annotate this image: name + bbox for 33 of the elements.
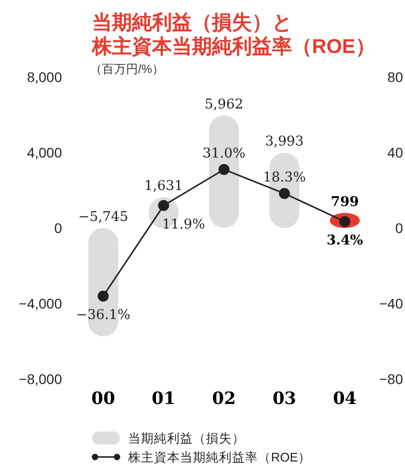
y-tick-label: −8,000 [18,370,62,387]
y2-tick-label: −40 [379,295,404,312]
y2-tick-label: −80 [379,370,404,387]
y-tick-label: 0 [54,220,62,236]
x-tick-label: 02 [212,389,236,409]
chart-subtitle: （百万円/%） [90,62,164,76]
chart-title: 当期純利益（損失）と株主資本当期純利益率（ROE） [91,11,376,58]
legend-label: 株主資本当期純利益率（ROE） [127,449,312,464]
y-tick-label: 4,000 [26,144,62,160]
data-label: −5,745 [78,209,128,225]
data-label: −36.1% [76,307,130,324]
data-label: 18.3% [262,169,306,186]
point [158,200,170,212]
y2-tick-label: 40 [387,144,404,160]
y2-tick-label: 0 [395,220,404,236]
x-tick-label: 03 [272,389,296,409]
x-tick-label: 01 [152,389,176,409]
legend-label: 当期純利益（損失） [128,431,245,446]
data-label: 3.4% [326,232,364,249]
point [278,188,290,199]
y-tick-label: 8,000 [26,68,62,85]
point [98,290,109,302]
data-label: 799 [330,194,359,210]
data-label: 11.9% [162,216,206,233]
x-tick-label: 04 [332,389,357,409]
data-label: 3,993 [265,134,304,150]
data-label: 31.0% [202,145,246,162]
y2-tick-label: 80 [387,68,404,85]
point [218,164,230,175]
y-tick-label: −4,000 [18,295,62,312]
data-label: 1,631 [144,178,183,194]
data-label: 5,962 [204,96,244,112]
x-tick-label: 00 [91,389,116,409]
